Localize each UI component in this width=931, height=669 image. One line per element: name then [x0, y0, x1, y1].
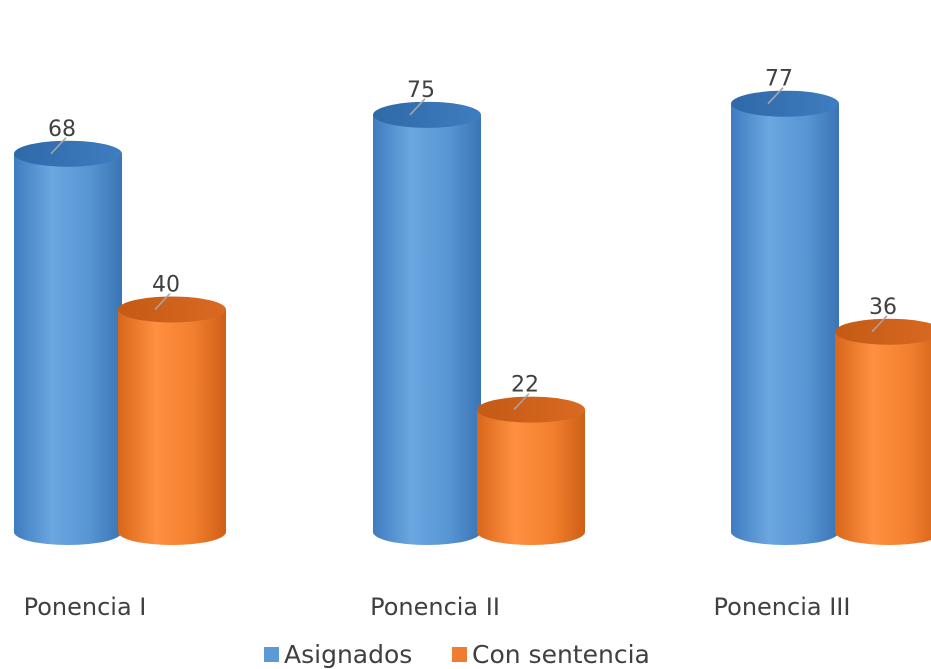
label-leader-line	[409, 98, 426, 116]
cylinder-body	[14, 153, 122, 545]
bar-con-sentencia-1	[118, 296, 226, 545]
data-label-con-sentencia-2: 22	[511, 373, 539, 398]
legend-swatch	[452, 647, 467, 662]
label-leader-line	[513, 393, 530, 411]
cylinder-top	[118, 296, 226, 323]
cylinder-body	[118, 309, 226, 545]
cylinder-top	[14, 140, 122, 167]
bar-con-sentencia-2	[477, 396, 585, 545]
label-leader-line	[50, 137, 67, 155]
cylinder-top	[477, 396, 585, 423]
labels-layer: 68 40 75 22 77 36	[48, 67, 897, 411]
data-label-asignados-3: 77	[765, 67, 793, 92]
category-label-2: Ponencia II	[370, 593, 500, 621]
bar-asignados-1	[14, 140, 122, 545]
category-label-1: Ponencia I	[24, 593, 147, 621]
cylinder-top	[835, 318, 931, 345]
label-leader-line	[767, 87, 784, 105]
legend-swatch	[264, 647, 279, 662]
data-label-asignados-2: 75	[407, 78, 435, 103]
legend-label: Asignados	[284, 640, 412, 669]
legend-item-con-sentencia: Con sentencia	[452, 640, 650, 669]
legend: Asignados Con sentencia	[264, 640, 650, 669]
data-label-con-sentencia-1: 40	[152, 273, 180, 298]
data-label-asignados-1: 68	[48, 117, 76, 142]
legend-item-asignados: Asignados	[264, 640, 412, 669]
cylinder-body	[835, 331, 931, 545]
cylinder-top	[373, 101, 481, 128]
bars-layer	[14, 90, 931, 545]
legend-label: Con sentencia	[472, 640, 650, 669]
label-leader-line	[871, 315, 888, 333]
category-label-3: Ponencia III	[714, 593, 851, 621]
cylinder-body	[731, 103, 839, 545]
data-label-con-sentencia-3: 36	[869, 295, 897, 320]
cylinder-top	[731, 90, 839, 117]
bar-asignados-3	[731, 90, 839, 545]
cylinder-body	[477, 409, 585, 545]
bar-con-sentencia-3	[835, 318, 931, 545]
cylinder-body	[373, 114, 481, 545]
label-leader-line	[154, 292, 171, 311]
category-axis: Ponencia I Ponencia II Ponencia III	[24, 593, 851, 621]
bar-asignados-2	[373, 101, 481, 545]
